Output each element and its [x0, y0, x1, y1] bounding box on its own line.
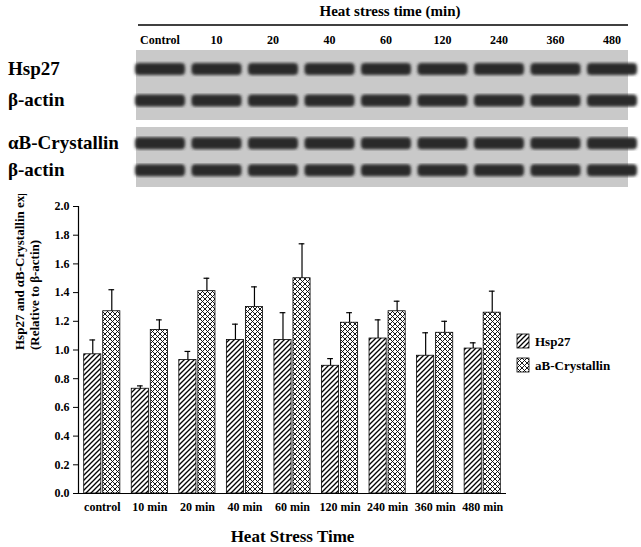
- svg-text:1.6: 1.6: [55, 257, 70, 271]
- svg-text:10: 10: [211, 33, 223, 47]
- svg-text:20 min: 20 min: [180, 500, 215, 514]
- svg-text:control: control: [84, 500, 121, 514]
- svg-text:120: 120: [434, 33, 452, 47]
- svg-text:480 min: 480 min: [462, 500, 503, 514]
- svg-text:aB-Crystallin: aB-Crystallin: [535, 358, 611, 373]
- svg-text:Control: Control: [140, 33, 180, 47]
- svg-text:Hsp27 and αB-Crystallin expres: Hsp27 and αB-Crystallin expression(Relat…: [12, 194, 42, 350]
- svg-text:60 min: 60 min: [275, 500, 310, 514]
- svg-text:360 min: 360 min: [415, 500, 456, 514]
- svg-text:β-actin: β-actin: [8, 89, 65, 110]
- svg-text:0.2: 0.2: [55, 458, 70, 472]
- svg-text:40: 40: [324, 33, 336, 47]
- svg-text:120 min: 120 min: [320, 500, 361, 514]
- svg-text:2.0: 2.0: [55, 199, 70, 213]
- svg-text:20: 20: [267, 33, 279, 47]
- svg-text:480: 480: [603, 33, 621, 47]
- svg-text:240: 240: [490, 33, 508, 47]
- svg-text:1.8: 1.8: [55, 228, 70, 242]
- svg-text:β-actin: β-actin: [8, 159, 65, 180]
- svg-text:Heat Stress Time: Heat Stress Time: [231, 527, 355, 546]
- svg-text:0.4: 0.4: [55, 429, 70, 443]
- svg-text:0.8: 0.8: [55, 372, 70, 386]
- svg-text:0.0: 0.0: [55, 486, 70, 500]
- svg-text:αB-Crystallin: αB-Crystallin: [8, 132, 119, 153]
- svg-text:Hsp27: Hsp27: [535, 334, 571, 349]
- svg-text:60: 60: [380, 33, 392, 47]
- svg-text:Hsp27: Hsp27: [8, 58, 60, 79]
- svg-text:1.2: 1.2: [55, 314, 70, 328]
- svg-text:10 min: 10 min: [132, 500, 167, 514]
- svg-text:240 min: 240 min: [367, 500, 408, 514]
- svg-text:40 min: 40 min: [227, 500, 262, 514]
- svg-text:1.0: 1.0: [55, 343, 70, 357]
- svg-text:360: 360: [547, 33, 565, 47]
- svg-text:0.6: 0.6: [55, 400, 70, 414]
- svg-text:1.4: 1.4: [55, 285, 70, 299]
- svg-text:Heat stress time (min): Heat stress time (min): [320, 3, 461, 20]
